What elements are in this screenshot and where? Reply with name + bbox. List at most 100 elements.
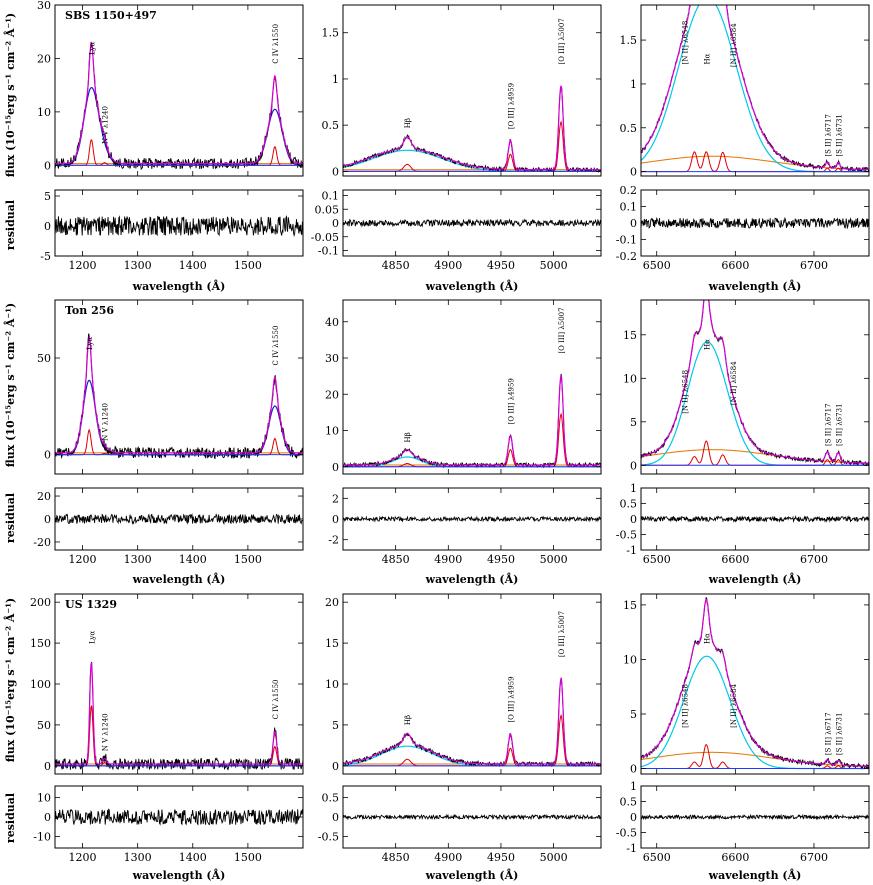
- x-axis-title: wavelength (Å): [132, 572, 226, 586]
- x-tick-label: 1500: [234, 553, 262, 566]
- y-tick-label: 0: [630, 459, 637, 472]
- line-label: [N II] λ6584: [730, 361, 738, 405]
- residual-y-tick-label: -0.1: [616, 234, 637, 247]
- residual-curve: [55, 513, 303, 526]
- residual-curve: [343, 218, 601, 228]
- total-model: [343, 678, 601, 765]
- residual-label-row-1: residual: [4, 200, 17, 250]
- y-tick-label: 10: [37, 106, 51, 119]
- y-tick-label: 150: [30, 637, 51, 650]
- x-tick-label: 4900: [434, 259, 462, 272]
- x-tick-label: 5000: [540, 259, 568, 272]
- residual-curve: [641, 813, 869, 821]
- line-label: N V λ1240: [102, 403, 110, 441]
- residual-y-tick-label: -0.05: [311, 231, 339, 244]
- continuum-component: [641, 449, 869, 464]
- main-frame: [640, 4, 870, 177]
- line-label: [O III] λ5007: [558, 307, 566, 353]
- main-frame: [640, 299, 870, 475]
- x-tick-label: 6500: [643, 553, 671, 566]
- x-tick-label: 6600: [721, 553, 749, 566]
- residual-y-tick-label: 0: [630, 811, 637, 824]
- residual-label-row-3: residual: [4, 793, 17, 843]
- x-tick-label: 1300: [124, 259, 152, 272]
- y-tick-label: 20: [37, 52, 51, 65]
- y-tick-label: 0.5: [620, 122, 638, 135]
- line-label: Hα: [703, 633, 711, 644]
- narrow-component: [343, 713, 601, 767]
- object-name: SBS 1150+497: [65, 9, 157, 22]
- observed-spectrum: [55, 42, 303, 171]
- line-label: [S II] λ6717: [824, 403, 832, 446]
- line-label: [S II] λ6731: [835, 114, 843, 157]
- line-label: [S II] λ6731: [835, 403, 843, 446]
- panel-halpha: 6500 6600 6700 0 5 10 15 -1 -0.5 0 0.5 1 wavelength …: [616, 299, 870, 586]
- y-tick-label: 5: [630, 416, 637, 429]
- narrow-component: [55, 704, 303, 767]
- x-tick-label: 1200: [69, 851, 97, 864]
- x-tick-label: 4950: [487, 553, 515, 566]
- residual-y-tick-label: -0.1: [318, 245, 339, 258]
- x-tick-label: 1400: [179, 259, 207, 272]
- x-tick-label: 4950: [487, 259, 515, 272]
- residual-curve: [641, 216, 869, 230]
- x-tick-label: 4850: [382, 259, 410, 272]
- y-tick-label: 15: [623, 599, 637, 612]
- x-tick-label: 6500: [643, 259, 671, 272]
- x-tick-label: 4950: [487, 851, 515, 864]
- residual-curve: [343, 813, 601, 821]
- line-label: C IV λ1550: [272, 24, 280, 64]
- x-tick-label: 6700: [800, 851, 828, 864]
- total-model: [343, 375, 601, 466]
- residual-y-tick-label: -0.5: [616, 827, 637, 840]
- object-name: Ton 256: [65, 304, 114, 317]
- residual-y-tick-label: -20: [33, 536, 51, 549]
- residual-y-tick-label: 5: [44, 190, 51, 203]
- y-tick-label: 15: [325, 637, 339, 650]
- residual-curve: [55, 214, 303, 238]
- x-tick-label: 1300: [124, 553, 152, 566]
- line-label: Hβ: [404, 118, 412, 128]
- line-label: [N II] λ6548: [681, 21, 689, 65]
- x-axis-title: wavelength (Å): [708, 279, 802, 293]
- line-label: C IV λ1550: [272, 326, 280, 366]
- y-tick-label: 50: [37, 719, 51, 732]
- x-tick-label: 1400: [179, 553, 207, 566]
- y-tick-label: 5: [630, 708, 637, 721]
- x-tick-label: 4850: [382, 553, 410, 566]
- residual-y-tick-label: 0: [44, 220, 51, 233]
- ylabel-group: flux (10⁻¹⁵erg s⁻¹ cm⁻² Å⁻¹) flux (10⁻¹⁵…: [3, 13, 17, 762]
- model-curves: [343, 85, 601, 174]
- y-tick-label: 0: [332, 461, 339, 474]
- total-model: [343, 85, 601, 171]
- panel-hbeta: 4850 4900 4950 5000 0 10 20 30 40 -2 0 2 wavelength …: [325, 299, 602, 586]
- x-axis-title: wavelength (Å): [708, 572, 802, 586]
- residual-y-tick-label: 0.5: [620, 498, 638, 511]
- x-tick-label: 4900: [434, 553, 462, 566]
- y-tick-label: 0: [44, 760, 51, 773]
- line-label: C IV λ1550: [272, 679, 280, 719]
- y-tick-label: 0: [332, 760, 339, 773]
- model-curves: [641, 5, 869, 173]
- total-model: [55, 41, 303, 165]
- x-tick-label: 6700: [800, 259, 828, 272]
- ylabel-row-3: flux (10⁻¹⁵erg s⁻¹ cm⁻² Å⁻¹): [3, 598, 17, 762]
- y-tick-label: 20: [325, 388, 339, 401]
- residual-y-tick-label: -1: [626, 544, 637, 557]
- residual-y-tick-label: -0.5: [616, 529, 637, 542]
- residual-y-tick-label: 1: [630, 780, 637, 793]
- x-tick-label: 1200: [69, 553, 97, 566]
- residual-label-row-2: residual: [4, 493, 17, 543]
- residual-y-tick-label: 0: [630, 513, 637, 526]
- line-label: [S II] λ6717: [824, 713, 832, 756]
- y-tick-label: 30: [37, 0, 51, 12]
- y-tick-label: 0.5: [322, 119, 340, 132]
- residual-y-tick-label: -2: [328, 534, 339, 547]
- x-tick-label: 1300: [124, 851, 152, 864]
- residual-y-tick-label: 0: [332, 217, 339, 230]
- residual-y-tick-label: 1: [630, 482, 637, 495]
- residual-y-tick-label: -0.2: [616, 250, 637, 263]
- panel-uv: 1200 1300 1400 1500 0 10 20 30 -5 0 5 wavelength (Å…: [37, 0, 304, 293]
- x-tick-label: 1500: [234, 851, 262, 864]
